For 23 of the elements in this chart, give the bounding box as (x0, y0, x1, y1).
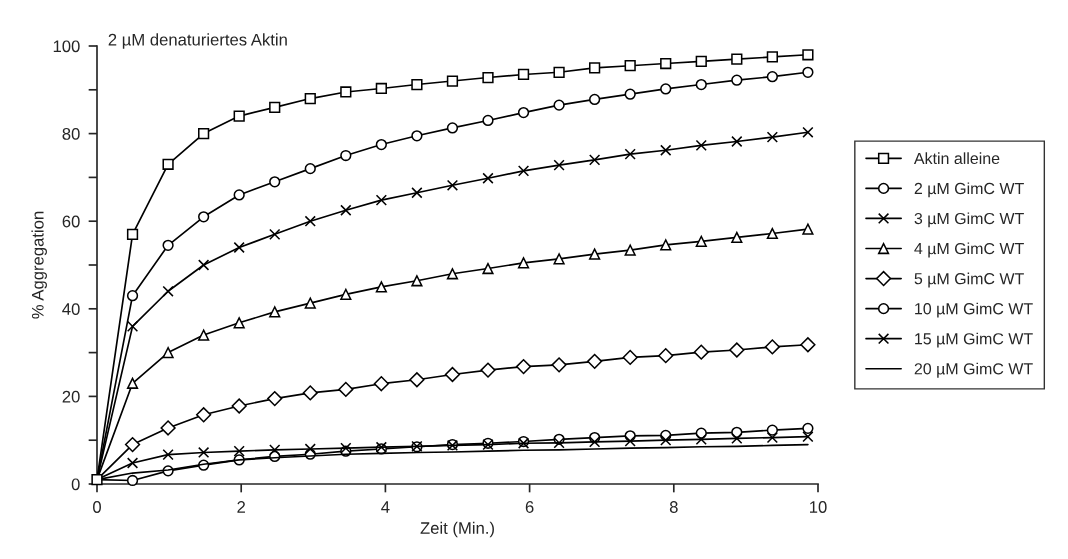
x-tick-label: 4 (381, 501, 390, 513)
legend-label: Aktin alleine (913, 152, 1000, 165)
legend-label: 5 µM GimC WT (914, 272, 1024, 288)
y-axis-title: % Aggregation (31, 211, 47, 319)
x-axis-title: Zeit (Min.) (420, 521, 494, 538)
x-tick-label: 6 (525, 501, 534, 513)
y-tick-label: 80 (62, 128, 80, 140)
y-tick-label: 0 (71, 478, 80, 491)
legend-label: 2 µM GimC WT (914, 182, 1024, 198)
x-tick-label: 0 (93, 501, 101, 513)
legend-label: 15 µM GimC WT (915, 332, 1033, 348)
legend-label: 3 µM GimC WT (914, 212, 1024, 228)
y-tick-label: 60 (62, 215, 80, 228)
y-tick-label: 100 (53, 40, 80, 53)
x-tick-label: 10 (810, 501, 827, 513)
legend-label: 10 µM GimC WT (915, 302, 1033, 318)
x-tick-label: 8 (669, 501, 678, 513)
y-tick-label: 20 (62, 390, 80, 403)
legend-label: 20 µM GimC WT (914, 362, 1033, 378)
x-tick-label: 2 (237, 501, 245, 513)
legend-label: 4 µM GimC WT (914, 242, 1024, 258)
y-tick-label: 40 (62, 303, 80, 315)
chart-title: 2 µM denaturiertes Aktin (108, 33, 287, 49)
